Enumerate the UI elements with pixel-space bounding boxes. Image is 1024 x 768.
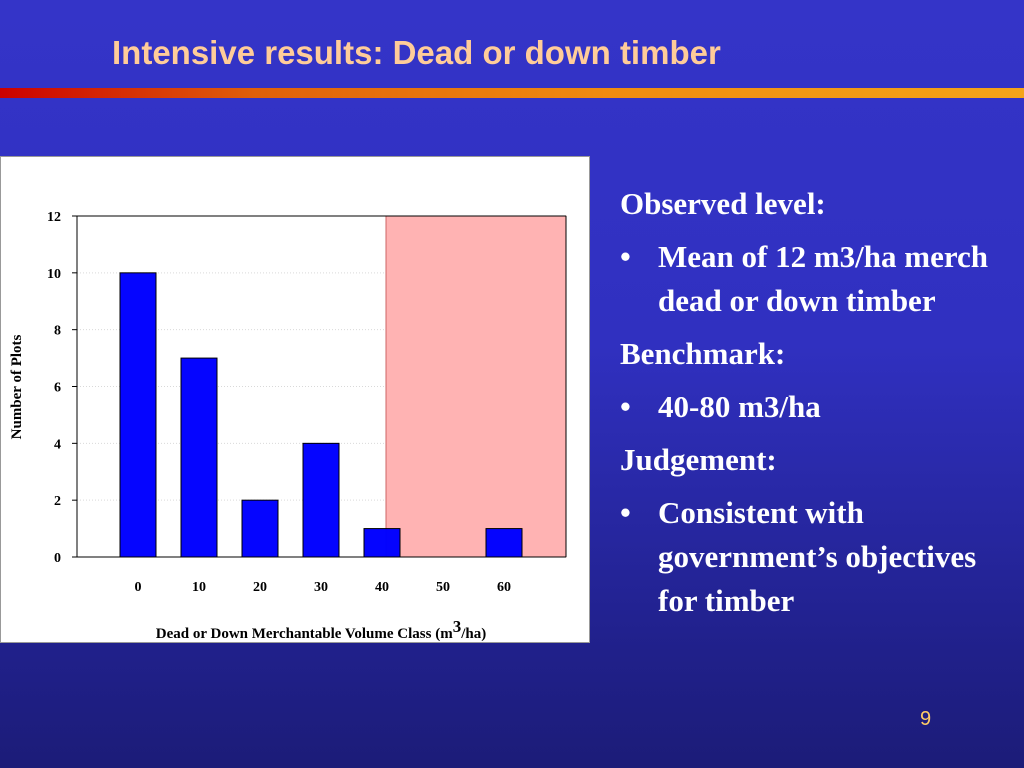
y-tick-label: 0 — [54, 551, 61, 566]
x-tick-label: 10 — [192, 580, 206, 595]
x-tick-label: 50 — [436, 580, 450, 595]
bar-10 — [180, 357, 218, 558]
benchmark-item-text: 40-80 m3/ha — [658, 389, 821, 424]
bar-40 — [363, 528, 401, 558]
judgement-heading: Judgement: — [620, 442, 777, 477]
judgement-item-text: Consistent with government’s objectives … — [658, 495, 977, 618]
title-rule — [0, 88, 1024, 98]
observed-heading: Observed level: — [620, 186, 826, 221]
bars — [119, 272, 523, 558]
bullet-icon: • — [620, 495, 631, 530]
x-axis-title-superscript: 3 — [453, 617, 462, 636]
judgement-item: • Consistent with government’s objective… — [620, 491, 1000, 623]
y-axis-title: Number of Plots — [9, 334, 25, 439]
benchmark-heading: Benchmark: — [620, 336, 786, 371]
observed-item-text: Mean of 12 m3/ha merch dead or down timb… — [658, 239, 989, 318]
bullet-icon: • — [620, 239, 631, 274]
bullet-list: Observed level: • Mean of 12 m3/ha merch… — [620, 182, 1000, 632]
x-tick-label: 40 — [375, 580, 389, 595]
bar-30 — [302, 442, 340, 558]
bar-60 — [485, 528, 523, 558]
y-tick-label: 6 — [54, 381, 61, 396]
x-tick-label: 20 — [253, 580, 267, 595]
bar-20 — [241, 499, 279, 558]
x-axis-title-suffix: /ha) — [460, 626, 486, 642]
x-tick-label: 60 — [497, 580, 511, 595]
benchmark-highlight — [385, 215, 567, 558]
benchmark-highlight-region — [385, 215, 567, 558]
axes — [72, 215, 567, 558]
y-tick-label: 8 — [54, 324, 61, 339]
slide-title: Intensive results: Dead or down timber — [112, 34, 721, 71]
x-axis-title: Dead or Down Merchantable Volume Class (… — [156, 617, 486, 642]
x-tick-label: 30 — [314, 580, 328, 595]
observed-item: • Mean of 12 m3/ha merch dead or down ti… — [620, 235, 1000, 323]
bar-0 — [119, 272, 157, 558]
y-tick-label: 2 — [54, 494, 61, 509]
y-tick-label: 4 — [54, 437, 61, 452]
benchmark-item: • 40-80 m3/ha — [620, 385, 1000, 429]
y-tick-label: 12 — [47, 210, 61, 225]
y-tick-labels: 0 2 4 6 8 10 12 — [47, 210, 61, 566]
x-axis-title-text: Dead or Down Merchantable Volume Class (… — [156, 626, 453, 642]
y-tick-label: 10 — [47, 267, 61, 282]
chart-panel: 0 2 4 6 8 10 12 0 10 20 30 40 50 60 Number of Plots … — [0, 156, 590, 643]
bullet-icon: • — [620, 389, 631, 424]
x-tick-label: 0 — [135, 580, 142, 595]
x-tick-labels: 0 10 20 30 40 50 60 — [135, 580, 512, 595]
page-number: 9 — [920, 708, 932, 730]
